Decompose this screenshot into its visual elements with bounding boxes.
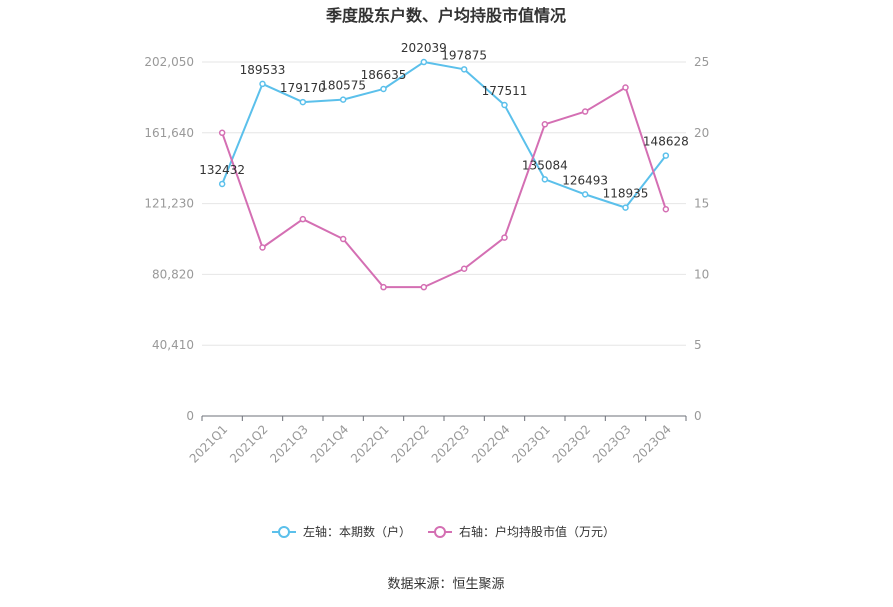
x-tick-label: 2023Q1 [509,422,553,466]
series-layer [218,58,670,291]
y-right-tick-label: 15 [694,197,709,211]
data-point-avg-holding-value [622,84,629,91]
data-label-households: 118935 [603,187,649,201]
y-left-tick-label: 40,410 [152,338,194,352]
data-point-avg-holding-value [299,215,307,223]
y-right-tick-label: 20 [694,126,709,140]
legend-item-left-series[interactable]: 左轴：本期数（户） [272,524,411,539]
data-point-households [581,191,589,198]
data-point-households [662,152,670,159]
x-tick-label: 2022Q2 [388,422,432,466]
data-label-households: 180575 [320,79,366,93]
y-left-tick-label: 161,640 [144,126,194,140]
data-point-avg-holding-value [460,265,468,272]
y-right-tick-label: 5 [694,338,702,352]
y-left-tick-label: 0 [186,409,194,423]
x-tick-label: 2022Q1 [348,422,392,466]
data-label-households: 177511 [482,84,528,98]
y-left-tick-label: 80,820 [152,267,194,281]
x-tick-label: 2021Q4 [308,422,352,466]
data-label-households: 197875 [441,48,487,62]
data-point-households [420,58,428,66]
x-tick-label: 2021Q3 [267,422,311,466]
data-point-avg-holding-value [380,283,387,291]
y-right-tick-label: 0 [694,409,702,423]
data-label-households: 186635 [361,68,407,82]
data-label-households: 202039 [401,41,447,55]
data-point-avg-holding-value [420,283,428,291]
data-point-avg-holding-value [501,234,508,241]
data-label-households: 126493 [562,173,608,187]
legend-marker-right-series [434,526,446,538]
x-tick-label: 2021Q1 [187,422,231,466]
legend[interactable]: 左轴：本期数（户） 右轴：户均持股市值（万元） [272,524,615,539]
series-line-households [221,61,667,209]
data-point-households [339,96,347,103]
y-left-tick-label: 202,050 [144,55,194,69]
data-label-households: 179170 [280,81,326,95]
data-point-avg-holding-value [339,235,347,243]
chart-title: 季度股东户数、户均持股市值情况 [325,6,566,25]
data-label-households: 148628 [643,135,689,149]
data-point-avg-holding-value [218,129,226,137]
data-point-households [299,98,307,106]
legend-item-right-series[interactable]: 右轴：户均持股市值（万元） [428,524,615,539]
data-label-households: 132432 [199,163,245,177]
data-label-households: 135084 [522,158,568,172]
data-point-avg-holding-value [581,108,589,115]
data-point-households [541,176,549,183]
y-right-tick-label: 10 [694,267,709,281]
source-note: 数据来源：恒生聚源 [387,577,504,592]
data-label-households: 189533 [240,63,286,77]
x-tick-label: 2021Q2 [227,422,271,466]
x-tick-label: 2023Q2 [550,422,594,466]
data-point-avg-holding-value [259,244,266,251]
data-point-households [380,85,387,93]
x-tick-label: 2023Q3 [590,422,634,466]
y-left-tick-label: 121,230 [144,197,194,211]
axis-layer: 0 0 40,410 5 80,820 10 121,230 15 161,640 20 202,0… [144,55,709,466]
grid-layer [202,61,686,346]
data-point-avg-holding-value [662,206,670,213]
legend-label-right-series: 右轴：户均持股市值（万元） [459,524,615,539]
x-tick-label: 2022Q4 [469,422,513,466]
series-line-avg-holding-value [221,86,667,289]
legend-marker-left-series [278,526,290,538]
data-point-households [622,204,629,211]
data-point-households [460,66,468,73]
legend-label-left-series: 左轴：本期数（户） [303,524,411,539]
data-point-households [259,80,266,88]
x-tick-label: 2023Q4 [630,422,674,466]
data-point-avg-holding-value [541,121,549,128]
x-tick-label: 2022Q3 [429,422,473,466]
data-point-households [501,101,508,109]
y-right-tick-label: 25 [694,55,709,69]
data-point-households [218,180,226,188]
